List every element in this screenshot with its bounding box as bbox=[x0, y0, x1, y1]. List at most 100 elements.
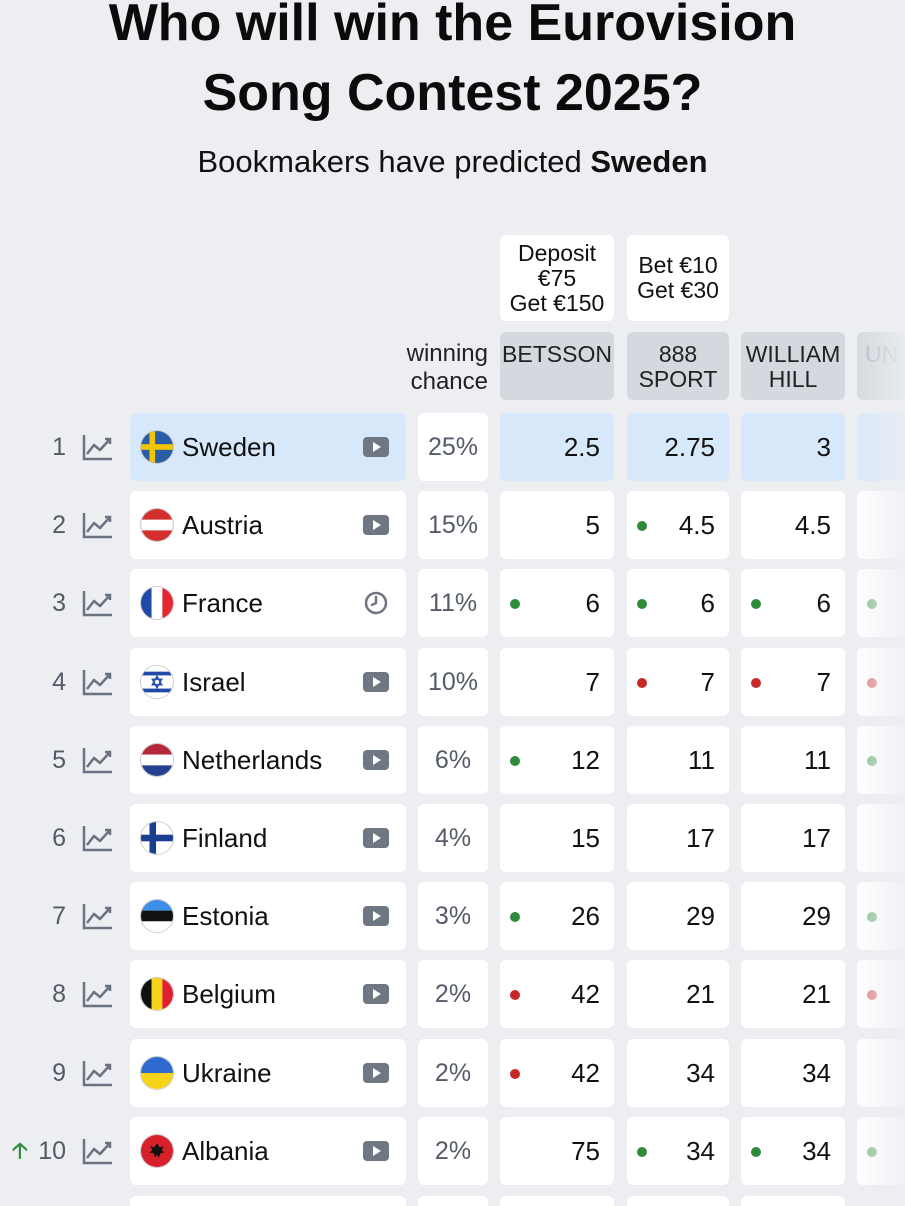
odds-cell-partial[interactable] bbox=[857, 882, 905, 951]
table-row[interactable]: 7 Estonia 3% 26 29 29 bbox=[0, 882, 905, 951]
trend-chart-icon[interactable] bbox=[82, 668, 114, 696]
odds-cell[interactable]: 7 bbox=[500, 647, 614, 716]
video-play-icon[interactable] bbox=[362, 513, 390, 537]
odds-cell-partial[interactable] bbox=[857, 569, 905, 638]
odds-cell[interactable]: 7 bbox=[627, 647, 729, 716]
country-cell[interactable]: Ukraine bbox=[130, 1038, 406, 1107]
trend-chart-icon[interactable] bbox=[82, 902, 114, 930]
odds-cell[interactable]: 21 bbox=[627, 960, 729, 1029]
odds-cell[interactable]: 75 bbox=[500, 1116, 614, 1185]
odds-cell[interactable]: 11 bbox=[741, 725, 845, 794]
winning-chance-cell: 4% bbox=[418, 804, 488, 872]
odds-cell[interactable]: 34 bbox=[627, 1038, 729, 1107]
trend-chart-icon[interactable] bbox=[82, 511, 114, 539]
odds-cell[interactable]: 29 bbox=[627, 882, 729, 951]
country-name: Belgium bbox=[182, 979, 276, 1010]
odds-cell[interactable]: 2.5 bbox=[500, 413, 614, 481]
odds-cell[interactable]: 42 bbox=[500, 1038, 614, 1107]
odds-cell[interactable]: 34 bbox=[741, 1038, 845, 1107]
albania-flag-icon bbox=[140, 1133, 174, 1168]
odds-cell-partial[interactable] bbox=[857, 960, 905, 1029]
country-cell[interactable]: France bbox=[130, 569, 406, 638]
country-cell[interactable]: Austria bbox=[130, 491, 406, 560]
rank-number: 10 bbox=[38, 1136, 66, 1165]
888sport-promo-line-1: Bet €10 bbox=[638, 252, 718, 278]
trend-chart-icon[interactable] bbox=[82, 1137, 114, 1165]
odds-cell-partial[interactable] bbox=[857, 804, 905, 872]
odds-cell[interactable]: 21 bbox=[741, 960, 845, 1029]
odds-cell[interactable]: 26 bbox=[500, 882, 614, 951]
video-play-icon[interactable] bbox=[362, 1061, 390, 1085]
video-play-icon[interactable] bbox=[362, 670, 390, 694]
rank-number: 6 bbox=[52, 824, 66, 852]
video-play-icon[interactable] bbox=[362, 1139, 390, 1163]
table-row[interactable]: 6 Finland 4% 15 17 17 bbox=[0, 804, 905, 872]
bookmaker-header-partial[interactable]: UN bbox=[857, 332, 905, 400]
video-play-icon[interactable] bbox=[362, 982, 390, 1006]
odds-cell-partial[interactable] bbox=[857, 1116, 905, 1185]
table-row[interactable]: 🡡 10 Albania 2% 75 34 34 bbox=[0, 1116, 905, 1185]
odds-cell[interactable]: 29 bbox=[741, 882, 845, 951]
odds-cell[interactable]: 2.75 bbox=[627, 413, 729, 481]
odds-cell-partial[interactable] bbox=[857, 725, 905, 794]
table-row[interactable]: 3 France 11% 6 6 6 bbox=[0, 569, 905, 638]
odds-cell[interactable]: 6 bbox=[741, 569, 845, 638]
odds-cell[interactable]: 12 bbox=[500, 725, 614, 794]
odds-cell[interactable]: 4.5 bbox=[627, 491, 729, 560]
country-cell[interactable]: Sweden bbox=[130, 413, 406, 481]
trend-chart-icon[interactable] bbox=[82, 824, 114, 852]
table-row[interactable]: 9 Ukraine 2% 42 34 34 bbox=[0, 1038, 905, 1107]
odds-cell-partial[interactable] bbox=[857, 413, 905, 481]
country-cell[interactable]: Albania bbox=[130, 1116, 406, 1185]
country-cell[interactable]: Finland bbox=[130, 804, 406, 872]
country-cell[interactable]: Estonia bbox=[130, 882, 406, 951]
odds-cell[interactable]: 7 bbox=[741, 647, 845, 716]
odds-up-dot-icon bbox=[637, 1146, 647, 1157]
odds-cell[interactable]: 11 bbox=[627, 725, 729, 794]
bookmaker-header-williamhill[interactable]: WILLIAM HILL bbox=[741, 332, 845, 400]
odds-cell-partial[interactable] bbox=[857, 1038, 905, 1107]
country-cell[interactable]: Israel bbox=[130, 647, 406, 716]
table-row[interactable]: 4 Israel 10% 7 7 7 bbox=[0, 647, 905, 716]
odds-cell[interactable]: 6 bbox=[627, 569, 729, 638]
trend-chart-icon[interactable] bbox=[82, 589, 114, 617]
trend-chart-icon[interactable] bbox=[82, 433, 114, 461]
odds-cell[interactable]: 34 bbox=[741, 1116, 845, 1185]
belgium-flag-icon bbox=[140, 977, 174, 1012]
odds-cell[interactable]: 42 bbox=[500, 960, 614, 1029]
odds-cell[interactable]: 15 bbox=[500, 804, 614, 872]
odds-cell[interactable]: 5 bbox=[500, 491, 614, 560]
odds-cell[interactable]: 34 bbox=[627, 1116, 729, 1185]
odds-cell[interactable]: 17 bbox=[741, 804, 845, 872]
video-play-icon[interactable] bbox=[362, 904, 390, 928]
table-row[interactable]: 5 Netherlands 6% 12 11 11 bbox=[0, 725, 905, 794]
odds-cell[interactable]: 17 bbox=[627, 804, 729, 872]
table-row[interactable]: 1 Sweden 25% 2.5 2.75 3 bbox=[0, 413, 905, 481]
odds-cell[interactable]: 4.5 bbox=[741, 491, 845, 560]
odds-cell-partial[interactable] bbox=[857, 491, 905, 560]
table-row[interactable]: 8 Belgium 2% 42 21 21 bbox=[0, 960, 905, 1029]
winning-chance-cell: 10% bbox=[418, 647, 488, 716]
odds-down-dot-icon bbox=[510, 1068, 520, 1079]
trend-chart-icon[interactable] bbox=[82, 980, 114, 1008]
video-play-icon[interactable] bbox=[362, 435, 390, 459]
betsson-promo[interactable]: Deposit €75 Get €150 bbox=[500, 235, 614, 321]
rank-number: 8 bbox=[52, 980, 66, 1009]
888sport-promo[interactable]: Bet €10 Get €30 bbox=[627, 235, 729, 321]
rank-number: 7 bbox=[52, 902, 66, 931]
trend-chart-icon[interactable] bbox=[82, 1059, 114, 1087]
country-cell[interactable]: Belgium bbox=[130, 960, 406, 1029]
odds-cell[interactable]: 3 bbox=[741, 413, 845, 481]
trend-chart-icon[interactable] bbox=[82, 746, 114, 774]
country-cell[interactable]: Netherlands bbox=[130, 725, 406, 794]
odds-cell[interactable]: 6 bbox=[500, 569, 614, 638]
odds-cell-partial[interactable] bbox=[857, 647, 905, 716]
odds-value: 34 bbox=[686, 1057, 715, 1088]
bookmaker-header-betsson[interactable]: BETSSON bbox=[500, 332, 614, 400]
clock-icon[interactable] bbox=[362, 591, 390, 615]
rank-number: 9 bbox=[52, 1058, 66, 1087]
video-play-icon[interactable] bbox=[362, 826, 390, 850]
bookmaker-header-888sport[interactable]: 888 SPORT bbox=[627, 332, 729, 400]
table-row[interactable]: 2 Austria 15% 5 4.5 4.5 bbox=[0, 491, 905, 560]
video-play-icon[interactable] bbox=[362, 748, 390, 772]
